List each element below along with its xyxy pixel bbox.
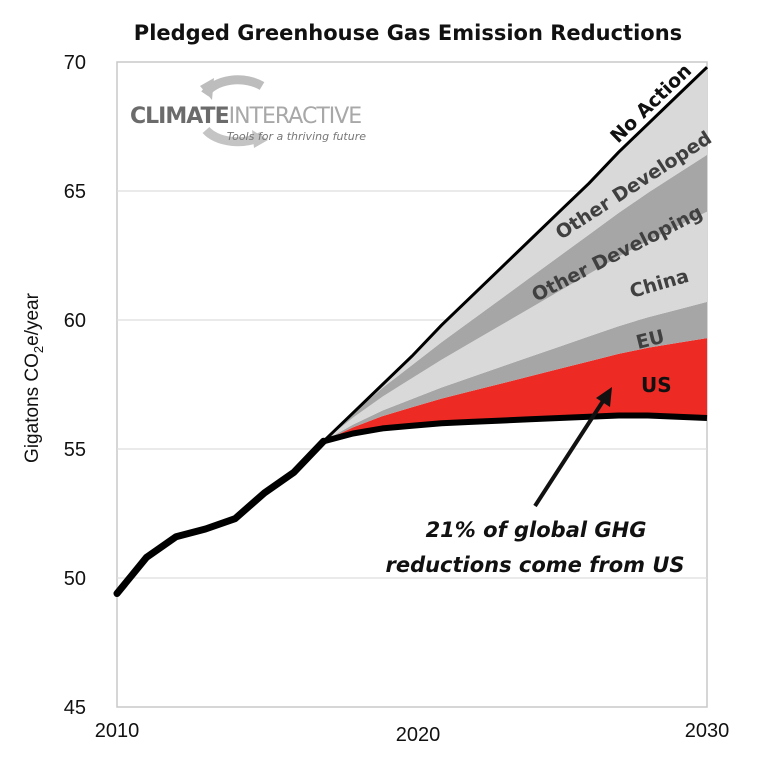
line-no-action xyxy=(322,66,709,443)
band-china xyxy=(323,211,707,442)
y-tick-50: 50 xyxy=(64,568,86,590)
y-tick-45: 45 xyxy=(64,697,86,719)
annotation-line-2: reductions come from US xyxy=(385,553,684,577)
climate-interactive-logo: CLIMATEINTERACTIVE Tools for a thriving … xyxy=(130,75,366,148)
line-pledged xyxy=(322,412,708,445)
x-tick-2030: 2030 xyxy=(685,720,730,742)
series-lines xyxy=(113,66,709,597)
x-tick-labels: 2010 2020 2030 xyxy=(95,720,730,746)
annotation-arrow xyxy=(533,396,607,508)
label-us: US xyxy=(641,373,672,397)
line-historical xyxy=(113,437,327,597)
svg-text:CLIMATEINTERACTIVE: CLIMATEINTERACTIVE xyxy=(130,104,361,129)
y-tick-labels: 45 50 55 60 65 70 xyxy=(64,52,86,719)
y-tick-70: 70 xyxy=(64,52,86,74)
annotation-arrowhead-icon xyxy=(596,387,612,407)
band-eu xyxy=(323,301,707,442)
y-tick-55: 55 xyxy=(64,439,86,461)
x-tick-2020: 2020 xyxy=(396,724,441,746)
y-tick-65: 65 xyxy=(64,181,86,203)
logo-climate: CLIMATE xyxy=(130,104,229,129)
logo-arrowhead-bottom-icon xyxy=(252,130,268,148)
y-axis-label: Gigatons CO2e/year xyxy=(22,292,46,463)
logo-tagline: Tools for a thriving future xyxy=(227,130,366,143)
annotation-line-1: 21% of global GHG xyxy=(426,518,647,542)
chart-title: Pledged Greenhouse Gas Emission Reductio… xyxy=(134,21,682,45)
y-tick-60: 60 xyxy=(64,310,86,332)
logo-interactive: INTERACTIVE xyxy=(229,104,362,129)
gridlines xyxy=(117,190,707,579)
x-tick-2010: 2010 xyxy=(95,720,140,742)
band-other-developing xyxy=(323,154,707,442)
logo-arrowhead-top-icon xyxy=(200,78,214,100)
